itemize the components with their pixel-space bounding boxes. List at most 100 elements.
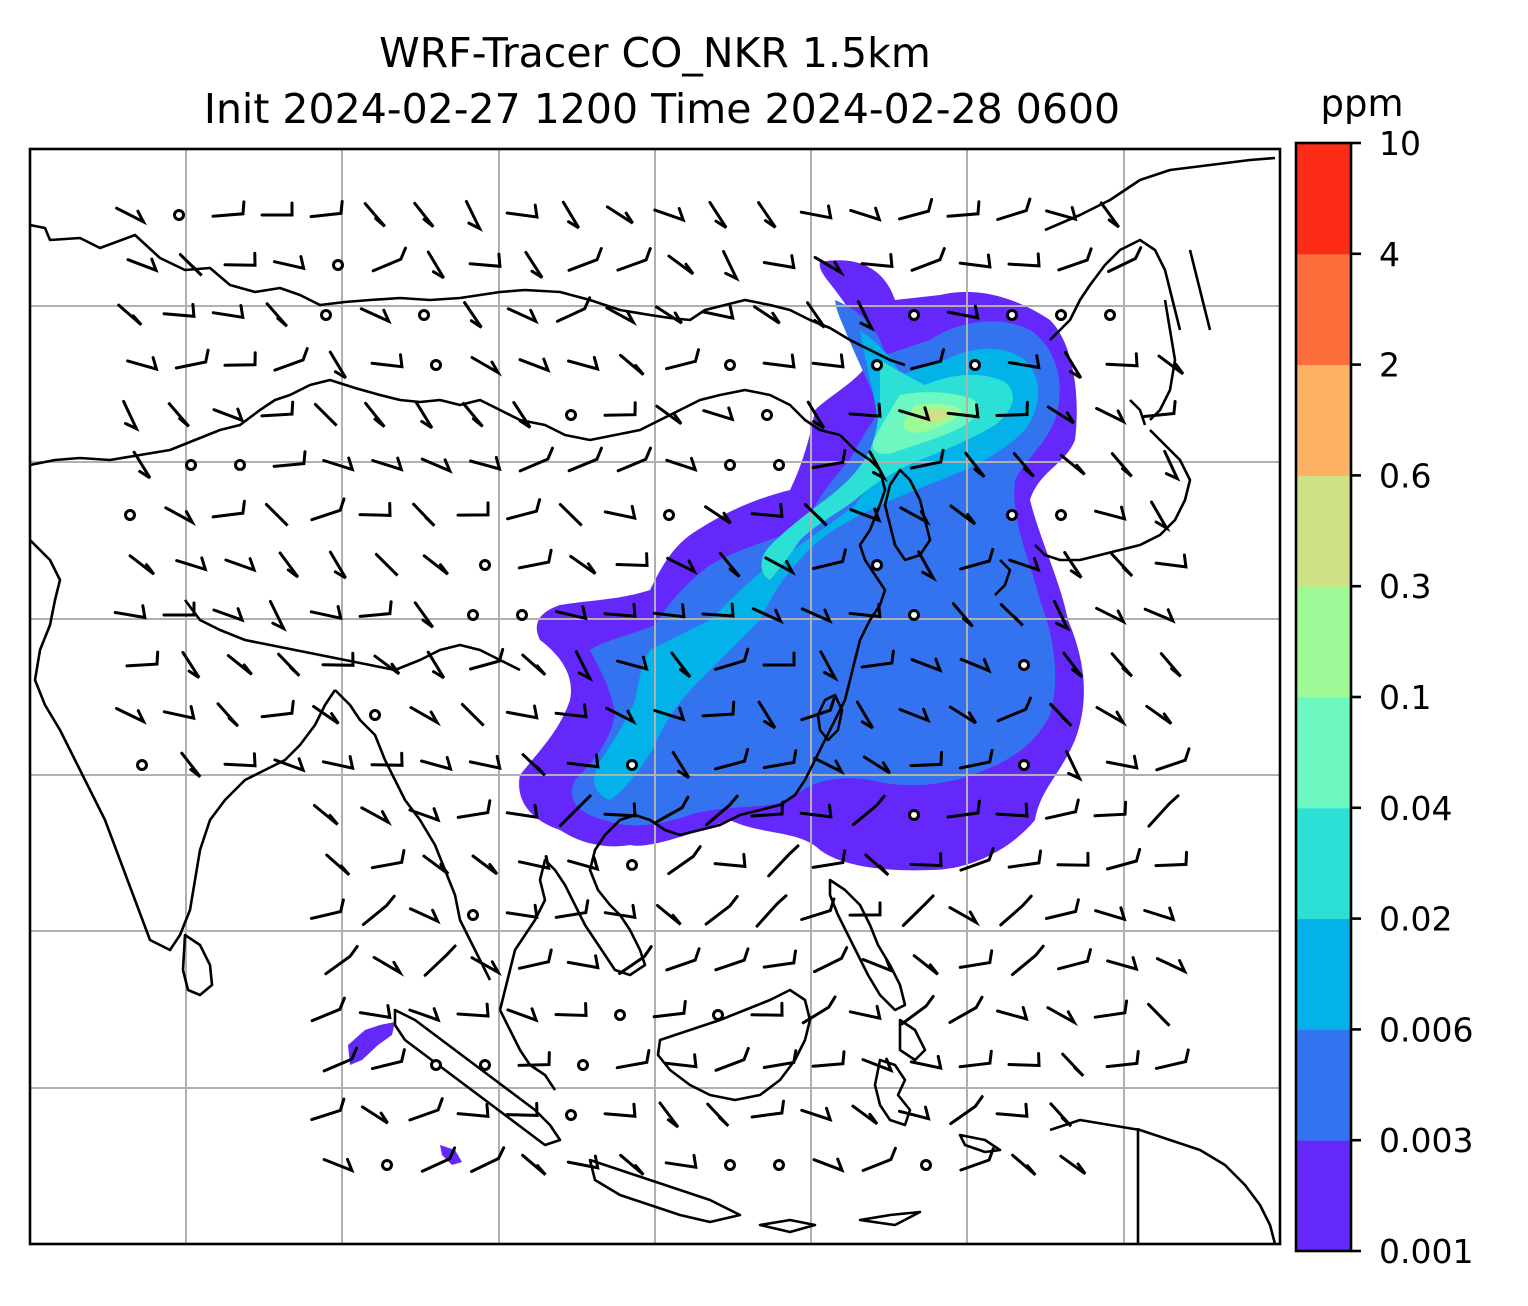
wind-barb [704, 894, 739, 926]
wind-barb [505, 1101, 539, 1117]
wind-barb [561, 200, 580, 230]
wind-barb [719, 551, 741, 578]
wind-barb [1093, 800, 1128, 818]
wind-barb [164, 506, 196, 526]
wind-barb [358, 600, 393, 618]
wind-barb [312, 804, 339, 826]
wind-barb [704, 505, 732, 525]
wind-barb [762, 254, 796, 270]
wind-barb [174, 348, 210, 370]
wind-barb [1057, 948, 1092, 971]
wind-barb [162, 705, 196, 721]
colorbar-band [1296, 475, 1351, 587]
calm-wind-circle [124, 509, 136, 521]
calm-wind-circle [908, 609, 920, 621]
wind-barb [714, 1046, 750, 1072]
calm-wind-circle [773, 1159, 785, 1171]
wind-barb [328, 350, 347, 380]
bangladesh-myanmar [334, 689, 492, 981]
wind-barb [1105, 1050, 1140, 1069]
calm-wind-circle [234, 459, 246, 471]
wind-barb [860, 253, 894, 269]
colorbar-band [1296, 807, 1351, 920]
wind-barb [456, 1102, 490, 1119]
wind-barb [321, 755, 355, 771]
wind-barb [912, 954, 939, 976]
wind-barb [566, 753, 600, 769]
map-frame [28, 147, 1282, 1246]
wind-barb [567, 446, 603, 473]
wind-barb [767, 844, 800, 878]
wind-barb [1056, 851, 1090, 867]
wind-barb [762, 1049, 798, 1069]
wind-barb [1007, 1052, 1041, 1068]
wind-barb [456, 1002, 490, 1018]
wind-barb [1155, 957, 1188, 975]
wind-barb [310, 996, 346, 1023]
wind-barb [948, 995, 984, 1024]
wind-barb [654, 305, 683, 325]
wind-barb [1063, 350, 1083, 380]
wind-barb [1059, 454, 1086, 476]
china-east-coast [759, 434, 887, 812]
wind-barb [420, 1146, 457, 1173]
wind-barb [948, 705, 977, 725]
calm-wind-circle [969, 359, 981, 371]
calm-wind-circle [663, 509, 675, 521]
wind-barb [216, 702, 240, 728]
calm-wind-circle [467, 909, 479, 921]
wind-barb [426, 250, 445, 280]
wind-barb [603, 602, 637, 618]
wind-barb [1057, 247, 1093, 272]
wind-barb [566, 954, 600, 970]
wind-barb [313, 402, 338, 427]
wind-barb [167, 402, 190, 428]
wind-barb [309, 200, 344, 219]
wind-barb [422, 554, 449, 576]
calm-wind-circle [724, 359, 736, 371]
calm-wind-circle [1006, 509, 1018, 521]
wind-barb [1143, 906, 1176, 922]
wind-barb [1147, 1002, 1171, 1027]
wind-barb [1062, 651, 1084, 679]
wind-barb [603, 504, 637, 521]
wind-barb [764, 556, 796, 576]
wind-barb [615, 552, 649, 568]
calm-wind-circle [614, 1009, 626, 1021]
calm-wind-circle [773, 459, 785, 471]
wind-barb [714, 748, 750, 771]
wind-barb [605, 706, 637, 726]
north-coast-russia-east [1044, 156, 1276, 232]
wind-barb [505, 903, 539, 919]
wind-barb [999, 894, 1033, 927]
wind-barb [653, 207, 686, 223]
wind-barb [799, 803, 833, 819]
colorbar-ticks: 0.001 0.003 0.006 0.02 0.04 0.1 0.3 0.6 2 4 10 [1351, 124, 1473, 1271]
wind-barb [1154, 1048, 1190, 1070]
wind-barb [521, 753, 546, 777]
wind-barb [360, 1105, 389, 1125]
wind-barb [806, 400, 826, 430]
wind-barb [1163, 449, 1181, 482]
wind-barb [426, 650, 446, 680]
calm-wind-circle [626, 759, 638, 771]
wind-barb [1110, 452, 1133, 478]
calm-wind-circle [516, 609, 528, 621]
calm-wind-circle [577, 1059, 589, 1071]
wind-barb [813, 255, 846, 277]
wind-barb [1157, 354, 1185, 376]
wind-barb [555, 296, 592, 323]
wind-barb [762, 651, 796, 667]
colorbar-band [1296, 253, 1351, 366]
wind-barb [309, 898, 345, 920]
wind-barb [265, 302, 289, 328]
wind-barb [849, 507, 882, 523]
wind-barb [558, 794, 592, 828]
wind-barb [757, 700, 777, 730]
wind-barb [1159, 652, 1182, 678]
calm-wind-circle [626, 859, 638, 871]
wind-barb [505, 803, 539, 819]
wind-barb [1099, 201, 1121, 229]
wind-barb [757, 201, 777, 229]
wind-barb [917, 550, 938, 582]
